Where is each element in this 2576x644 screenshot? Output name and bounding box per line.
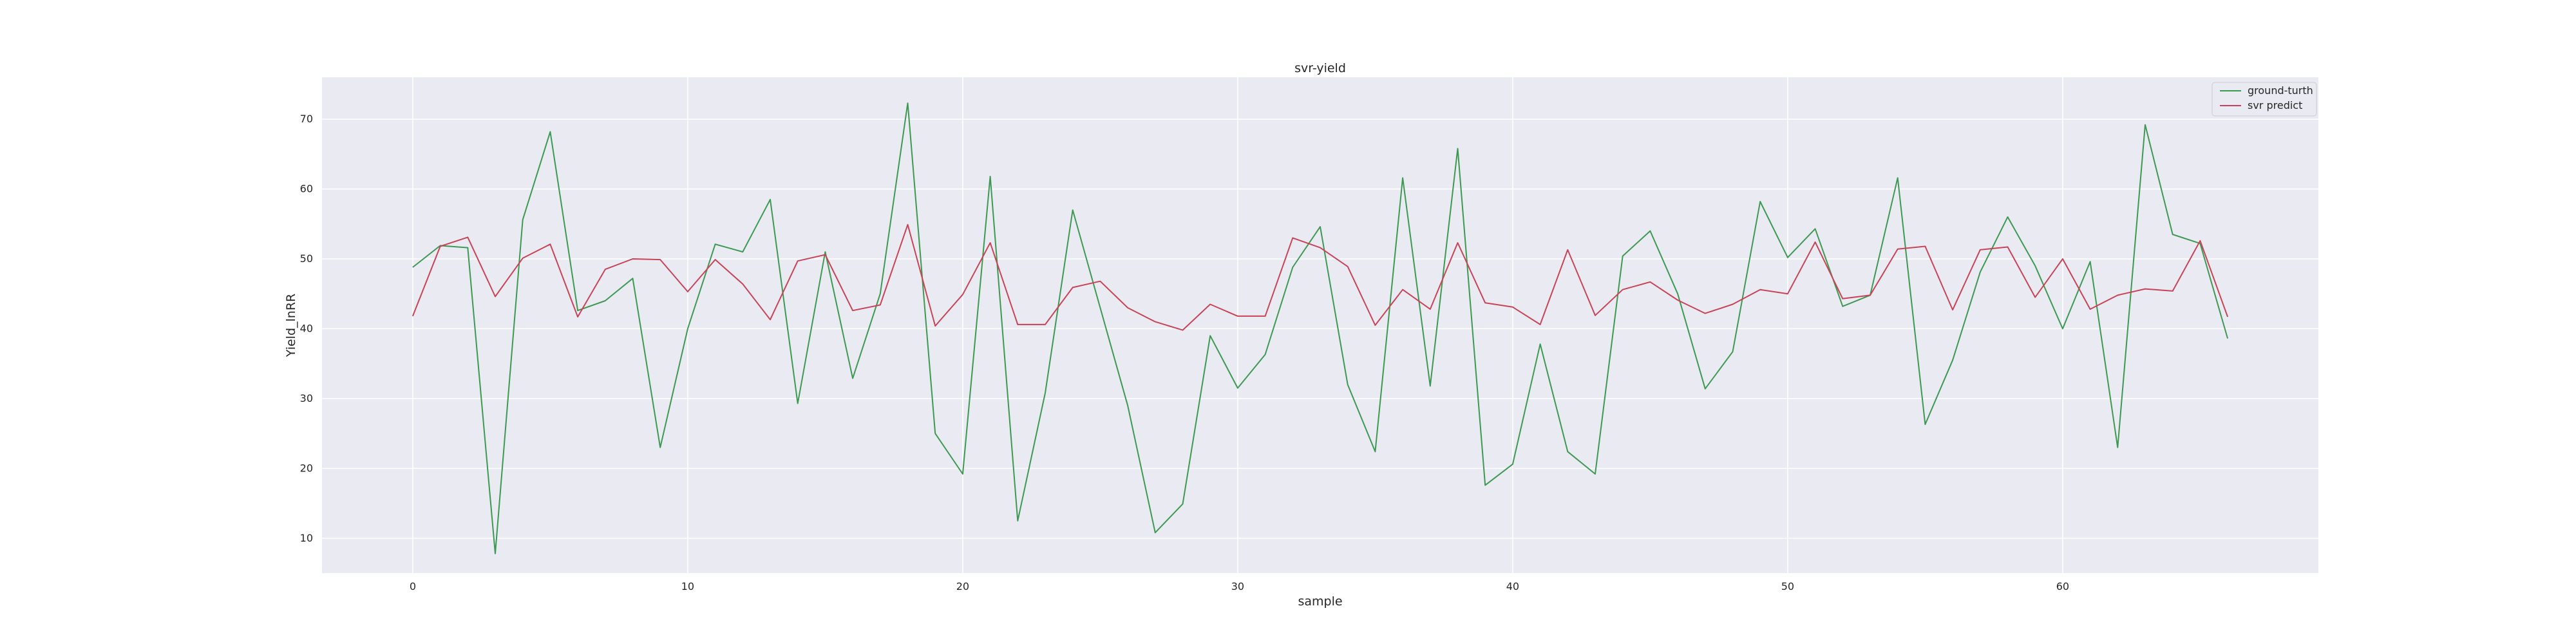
y-tick-label: 60 xyxy=(300,183,313,195)
y-axis-label: Yield_lnRR xyxy=(284,294,298,357)
y-tick-label: 50 xyxy=(300,252,313,265)
series-layer xyxy=(412,102,2229,554)
plot-area xyxy=(322,77,2318,573)
x-tick-label: 40 xyxy=(1506,580,1519,592)
x-tick-label: 10 xyxy=(681,580,694,592)
x-tick-label: 0 xyxy=(410,580,416,592)
x-tick-label: 50 xyxy=(1781,580,1794,592)
series-line-ground-turth xyxy=(412,102,2229,554)
x-gridlines xyxy=(412,77,2063,573)
chart-title: svr-yield xyxy=(1294,61,1346,75)
x-tick-label: 20 xyxy=(956,580,969,592)
x-tick-label: 30 xyxy=(1231,580,1244,592)
y-tick-label: 70 xyxy=(300,113,313,125)
legend-label-svr-predict: svr predict xyxy=(2248,99,2302,111)
y-tick-label: 30 xyxy=(300,392,313,404)
y-tick-labels: 10 20 30 40 50 60 70 xyxy=(300,113,313,544)
legend: ground-turth svr predict xyxy=(2211,82,2317,117)
series-line-svr-predict xyxy=(412,223,2229,331)
y-tick-label: 40 xyxy=(300,322,313,334)
y-tick-label: 10 xyxy=(300,532,313,544)
x-tick-labels: 0 10 20 30 40 50 60 xyxy=(410,580,2069,592)
y-tick-label: 20 xyxy=(300,462,313,474)
legend-label-ground-turth: ground-turth xyxy=(2248,84,2313,97)
x-tick-label: 60 xyxy=(2056,580,2069,592)
x-axis-label: sample xyxy=(1298,594,1342,609)
